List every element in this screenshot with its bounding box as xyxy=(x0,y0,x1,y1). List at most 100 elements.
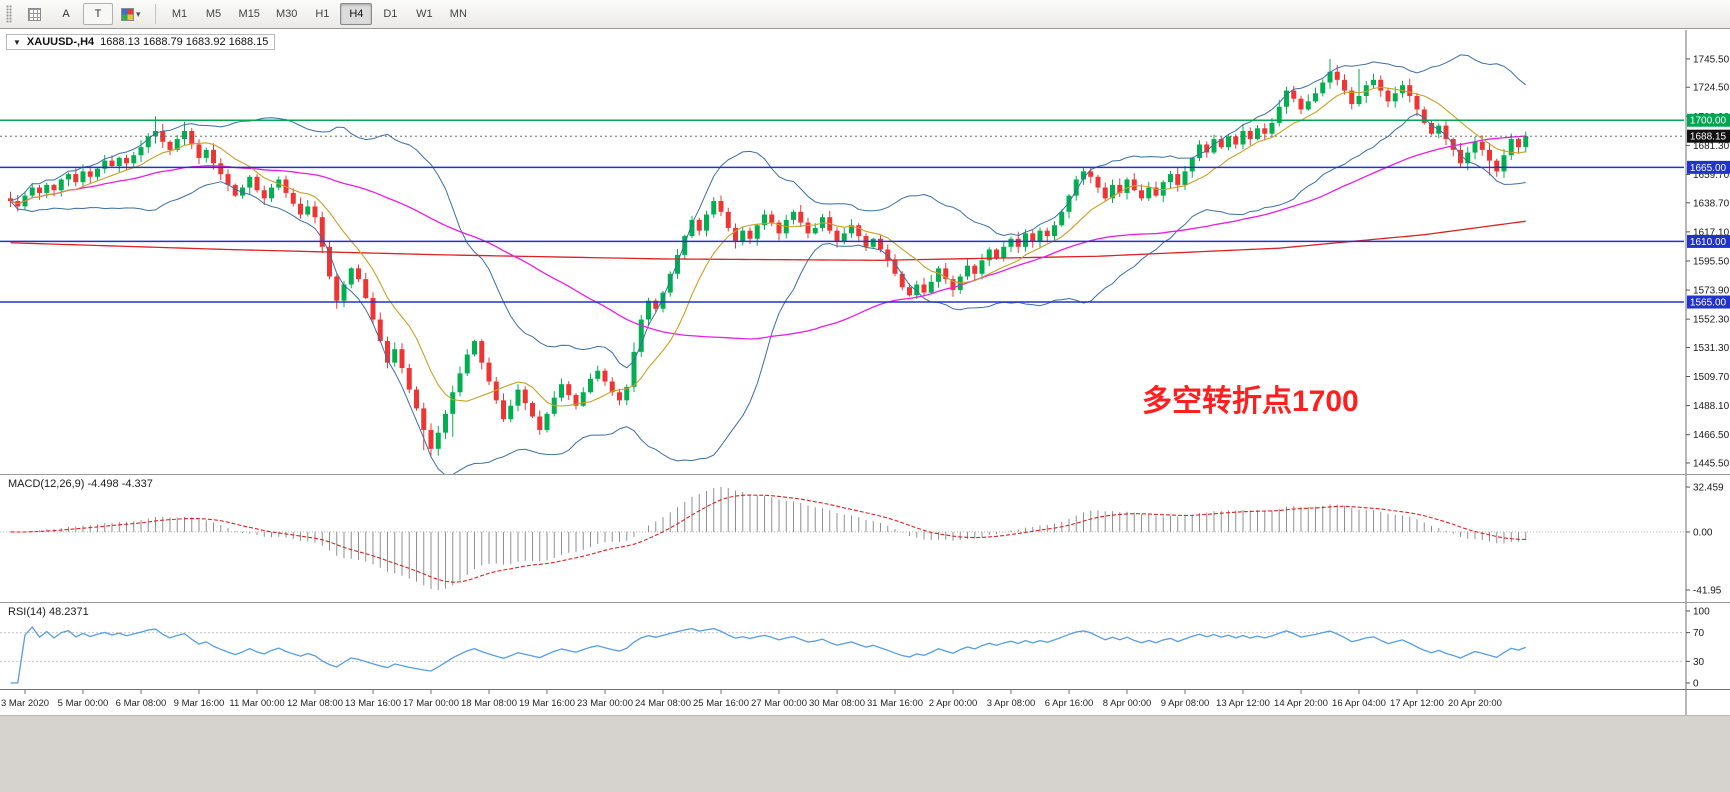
timeframe-buttons: M1 M5 M15 M30 H1 H4 D1 W1 MN xyxy=(164,3,475,25)
svg-text:1573.90: 1573.90 xyxy=(1693,286,1730,297)
rsi-title: RSI(14) 48.2371 xyxy=(8,606,89,618)
svg-text:1552.30: 1552.30 xyxy=(1693,315,1730,326)
svg-text:1565.00: 1565.00 xyxy=(1690,298,1727,309)
chevron-down-icon: ▾ xyxy=(136,8,141,19)
svg-text:1700.00: 1700.00 xyxy=(1690,116,1727,127)
rsi-panel: 100 70 30 0 RSI(14) 48.2371 xyxy=(0,602,1730,689)
svg-text:3 Apr 08:00: 3 Apr 08:00 xyxy=(987,698,1036,709)
svg-text:30: 30 xyxy=(1693,657,1705,668)
symbol-label: XAUUSD-,H4 xyxy=(26,36,95,48)
svg-text:17 Apr 12:00: 17 Apr 12:00 xyxy=(1390,698,1444,709)
svg-text:32.459: 32.459 xyxy=(1693,483,1724,494)
horizontal-levels[interactable] xyxy=(0,119,1684,303)
svg-text:1681.30: 1681.30 xyxy=(1693,141,1730,152)
svg-text:25 Mar 16:00: 25 Mar 16:00 xyxy=(693,698,749,709)
svg-text:3 Mar 2020: 3 Mar 2020 xyxy=(1,698,49,709)
svg-text:13 Mar 16:00: 13 Mar 16:00 xyxy=(345,698,401,709)
svg-text:1659.70: 1659.70 xyxy=(1693,170,1730,181)
svg-text:19 Mar 16:00: 19 Mar 16:00 xyxy=(519,698,575,709)
candles xyxy=(8,58,1529,456)
macd-axis[interactable]: 32.459 0.00 -41.95 xyxy=(1684,475,1730,602)
bollinger-bands xyxy=(10,54,1527,474)
svg-text:27 Mar 00:00: 27 Mar 00:00 xyxy=(751,698,807,709)
palette-icon xyxy=(121,7,134,21)
svg-text:6 Apr 16:00: 6 Apr 16:00 xyxy=(1045,698,1094,709)
svg-text:16 Apr 04:00: 16 Apr 04:00 xyxy=(1332,698,1386,709)
timeframe-M15-button[interactable]: M15 xyxy=(238,8,260,20)
chart-annotation-text: 多空转折点1700 xyxy=(1142,385,1359,418)
grid-tool-button[interactable] xyxy=(19,3,49,25)
svg-text:1665.00: 1665.00 xyxy=(1690,163,1727,174)
svg-text:1595.50: 1595.50 xyxy=(1693,256,1730,267)
svg-text:14 Apr 20:00: 14 Apr 20:00 xyxy=(1274,698,1328,709)
timeframe-MN-button[interactable]: MN xyxy=(449,8,467,20)
rsi-axis[interactable]: 100 70 30 0 xyxy=(1684,603,1730,689)
svg-text:1617.10: 1617.10 xyxy=(1693,227,1730,238)
macd-canvas[interactable]: 32.459 0.00 -41.95 xyxy=(0,475,1730,602)
svg-text:1488.10: 1488.10 xyxy=(1693,401,1730,412)
svg-text:12 Mar 08:00: 12 Mar 08:00 xyxy=(287,698,343,709)
macd-panel: 32.459 0.00 -41.95 MACD(12,26,9) -4.498 -4… xyxy=(0,474,1730,602)
chart-title-chip[interactable]: ▼ XAUUSD-,H4 1688.13 1688.79 1683.92 168… xyxy=(6,34,276,50)
window-background xyxy=(0,715,1730,792)
svg-text:70: 70 xyxy=(1693,628,1705,639)
colors-dropdown-button[interactable]: ▾ xyxy=(115,3,147,25)
svg-text:5 Mar 00:00: 5 Mar 00:00 xyxy=(58,698,109,709)
svg-text:1610.00: 1610.00 xyxy=(1690,237,1727,248)
price-axis[interactable]: 1745.501724.501702.901681.301659.701638.… xyxy=(1684,30,1730,474)
svg-text:23 Mar 00:00: 23 Mar 00:00 xyxy=(577,698,633,709)
svg-text:6 Mar 08:00: 6 Mar 08:00 xyxy=(116,698,167,709)
svg-text:-41.95: -41.95 xyxy=(1693,586,1722,597)
svg-text:18 Mar 08:00: 18 Mar 08:00 xyxy=(461,698,517,709)
time-labels: 3 Mar 2020 5 Mar 00:00 6 Mar 08:00 9 Mar 16… xyxy=(1,690,1687,715)
timeframe-W1-button[interactable]: W1 xyxy=(416,8,433,20)
symbol-dropdown-icon[interactable]: ▼ xyxy=(13,37,21,47)
svg-text:0: 0 xyxy=(1693,679,1699,690)
macd-histogram xyxy=(17,487,1527,590)
svg-text:9 Mar 16:00: 9 Mar 16:00 xyxy=(174,698,225,709)
svg-text:1724.50: 1724.50 xyxy=(1693,83,1730,94)
text-tool-button[interactable]: T xyxy=(83,3,113,25)
svg-text:0.00: 0.00 xyxy=(1693,527,1713,538)
timeframe-M30-button[interactable]: M30 xyxy=(275,8,298,20)
svg-text:1445.50: 1445.50 xyxy=(1693,458,1730,469)
main-chart-canvas[interactable]: 1745.501724.501702.901681.301659.701638.… xyxy=(0,30,1730,474)
ohlc-values: 1688.13 1688.79 1683.92 1688.15 xyxy=(100,36,269,48)
main-chart-panel: 1745.501724.501702.901681.301659.701638.… xyxy=(0,30,1730,474)
time-axis[interactable]: 3 Mar 2020 5 Mar 00:00 6 Mar 08:00 9 Mar 16… xyxy=(0,689,1730,715)
svg-text:1531.30: 1531.30 xyxy=(1693,343,1730,354)
svg-text:17 Mar 00:00: 17 Mar 00:00 xyxy=(403,698,459,709)
svg-text:24 Mar 08:00: 24 Mar 08:00 xyxy=(635,698,691,709)
label-tool-button[interactable]: A xyxy=(62,8,70,20)
macd-signal-line xyxy=(10,494,1526,583)
timeframe-M5-button[interactable]: M5 xyxy=(205,8,222,20)
toolbar: A T ▾ M1 M5 M15 M30 H1 H4 D1 W1 MN xyxy=(0,0,1730,29)
timeframe-D1-button[interactable]: D1 xyxy=(383,8,398,20)
svg-text:1688.15: 1688.15 xyxy=(1690,132,1727,143)
time-axis-canvas[interactable]: 3 Mar 2020 5 Mar 00:00 6 Mar 08:00 9 Mar 16… xyxy=(0,690,1730,715)
svg-text:1509.70: 1509.70 xyxy=(1693,372,1730,383)
svg-text:13 Apr 12:00: 13 Apr 12:00 xyxy=(1216,698,1270,709)
grid-icon xyxy=(27,7,41,21)
rsi-line xyxy=(10,626,1526,684)
svg-text:2 Apr 00:00: 2 Apr 00:00 xyxy=(929,698,978,709)
timeframe-M1-button[interactable]: M1 xyxy=(171,8,188,20)
svg-text:9 Apr 08:00: 9 Apr 08:00 xyxy=(1161,698,1210,709)
svg-text:11 Mar 00:00: 11 Mar 00:00 xyxy=(229,698,284,709)
svg-text:100: 100 xyxy=(1693,607,1710,618)
macd-title: MACD(12,26,9) -4.498 -4.337 xyxy=(8,478,153,490)
svg-text:20 Apr 20:00: 20 Apr 20:00 xyxy=(1448,698,1502,709)
svg-text:30 Mar 08:00: 30 Mar 08:00 xyxy=(809,698,865,709)
svg-text:31 Mar 16:00: 31 Mar 16:00 xyxy=(867,698,923,709)
svg-text:8 Apr 00:00: 8 Apr 00:00 xyxy=(1103,698,1152,709)
timeframe-H1-button[interactable]: H1 xyxy=(315,8,330,20)
timeframe-H4-button[interactable]: H4 xyxy=(340,3,373,25)
rsi-level-lines xyxy=(0,632,1684,662)
svg-text:1466.50: 1466.50 xyxy=(1693,430,1730,441)
toolbar-separator xyxy=(154,4,156,24)
moving-averages xyxy=(10,86,1526,407)
rsi-canvas[interactable]: 100 70 30 0 xyxy=(0,603,1730,689)
toolbar-grip[interactable] xyxy=(6,5,12,23)
svg-text:1745.50: 1745.50 xyxy=(1693,54,1730,65)
